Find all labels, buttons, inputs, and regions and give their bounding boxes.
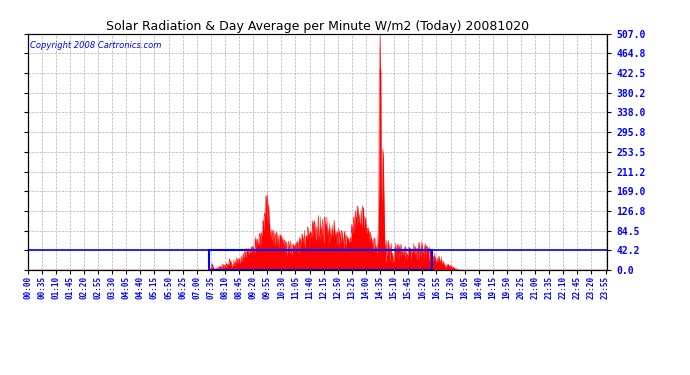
Title: Solar Radiation & Day Average per Minute W/m2 (Today) 20081020: Solar Radiation & Day Average per Minute… bbox=[106, 20, 529, 33]
Bar bbox=[209, 251, 433, 270]
Text: Copyright 2008 Cartronics.com: Copyright 2008 Cartronics.com bbox=[30, 41, 162, 50]
